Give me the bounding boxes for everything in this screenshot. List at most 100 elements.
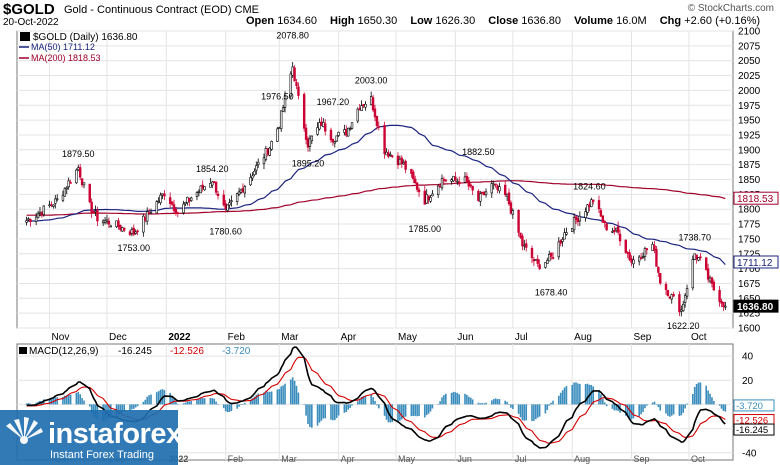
macd-hist-bar — [644, 404, 646, 409]
logo-rays-icon — [6, 417, 43, 444]
candle-body — [599, 210, 603, 217]
copyright-text[interactable]: © StockCharts.com — [687, 3, 774, 14]
macd-hist-bar — [468, 396, 470, 405]
macd-hist-bar — [483, 403, 485, 405]
candle-body — [253, 170, 256, 176]
price-x-tick: Aug — [574, 332, 592, 343]
legend-price: $GOLD (Daily) 1636.80 — [33, 32, 138, 43]
macd-hist-bar — [579, 383, 581, 405]
candle-body — [414, 178, 417, 184]
macd-hist-bar — [678, 404, 681, 416]
macd-hist-bar — [665, 404, 667, 414]
candle-body — [440, 178, 444, 189]
macd-hist-bar — [559, 392, 562, 405]
candle-body — [400, 157, 404, 164]
macd-hist-bar — [693, 386, 696, 405]
macd-hist-bar — [672, 404, 675, 415]
candle-body — [546, 260, 549, 264]
macd-hist-bar — [150, 394, 152, 405]
candle-body — [603, 221, 606, 223]
price-y-tick: 1700 — [738, 264, 761, 275]
chart-symbol: $GOLD — [3, 1, 55, 18]
price-x-tick: Jul — [515, 332, 528, 343]
price-y-tick: 1675 — [738, 279, 761, 290]
macd-hist-bar — [268, 391, 271, 405]
candle-body — [161, 193, 164, 196]
candle-body — [222, 194, 225, 206]
macd-hist-bar — [64, 395, 66, 405]
macd-legend-label: MACD(12,26,9) — [29, 346, 98, 357]
macd-hist-bar — [81, 398, 83, 405]
macd-hist-bar — [571, 384, 573, 405]
candle-body — [651, 244, 654, 252]
macd-hist-bar — [402, 404, 405, 418]
candle-body — [442, 179, 446, 181]
macd-hist-bar — [425, 404, 428, 416]
candle-body — [544, 262, 547, 268]
macd-hist-bar — [517, 404, 520, 414]
macd-hist-bar — [628, 404, 631, 419]
candle-body — [243, 186, 247, 194]
macd-hist-bar — [521, 404, 524, 421]
candle-body — [672, 294, 675, 297]
macd-hist-bar — [646, 404, 648, 406]
candle-body — [712, 281, 716, 291]
macd-hist-bar — [144, 399, 147, 405]
open-label: Open — [246, 15, 275, 27]
macd-hist-bar — [519, 404, 522, 418]
macd-last-text: -12.526 — [736, 416, 768, 427]
price-y-tick: 2100 — [738, 27, 761, 38]
candle-body — [228, 202, 231, 206]
macd-hist-bar — [67, 394, 70, 405]
macd-hist-bar — [565, 386, 568, 405]
candle-body — [142, 215, 145, 233]
candle-body — [226, 204, 229, 211]
macd-hist-bar — [374, 400, 376, 405]
candle-body — [147, 212, 151, 214]
macd-hist-bar — [577, 383, 579, 405]
candle-body — [237, 191, 241, 195]
candle-body — [471, 185, 474, 191]
price-y-tick: 2000 — [738, 86, 761, 97]
candle-body — [96, 209, 99, 222]
macd-hist-bar — [324, 404, 327, 419]
macd-hist-bar — [684, 404, 686, 409]
macd-hist-bar — [707, 390, 709, 405]
candle-body — [63, 188, 67, 197]
candle-body — [683, 295, 687, 303]
candle-body — [262, 157, 266, 165]
candle-body — [48, 204, 51, 207]
macd-hist-bar — [471, 399, 474, 405]
macd-hist-bar — [131, 404, 133, 410]
candle-body — [693, 253, 696, 260]
candle-body — [335, 135, 338, 142]
chg-label: Chg — [659, 15, 682, 27]
candle-body — [27, 218, 30, 221]
candle-body — [724, 305, 727, 308]
macd-hist-bar — [316, 404, 319, 426]
candle-body — [655, 248, 658, 267]
candle-body — [360, 105, 363, 111]
macd-hist-bar — [657, 404, 660, 408]
macd-hist-bar — [25, 403, 28, 405]
candle-body — [498, 186, 501, 192]
macd-hist-bar — [222, 404, 225, 409]
candle-body — [308, 138, 312, 147]
macd-hist-bar — [590, 384, 593, 405]
candle-body — [586, 204, 589, 213]
candle-body — [266, 148, 269, 155]
macd-hist-bar — [575, 382, 577, 405]
macd-x-tick: Feb — [228, 454, 244, 464]
macd-x-tick: Apr — [341, 454, 355, 464]
candle-body — [291, 66, 294, 76]
macd-hist-bar — [531, 404, 533, 422]
candle-body — [699, 256, 702, 259]
candle-body — [628, 252, 631, 261]
macd-hist-bar — [573, 382, 575, 405]
macd-hist-bar — [439, 401, 441, 405]
macd-hist-bar — [697, 382, 700, 405]
candle-body — [492, 183, 495, 186]
macd-hist-bar — [533, 404, 535, 421]
macd-x-tick: Mar — [281, 454, 297, 464]
